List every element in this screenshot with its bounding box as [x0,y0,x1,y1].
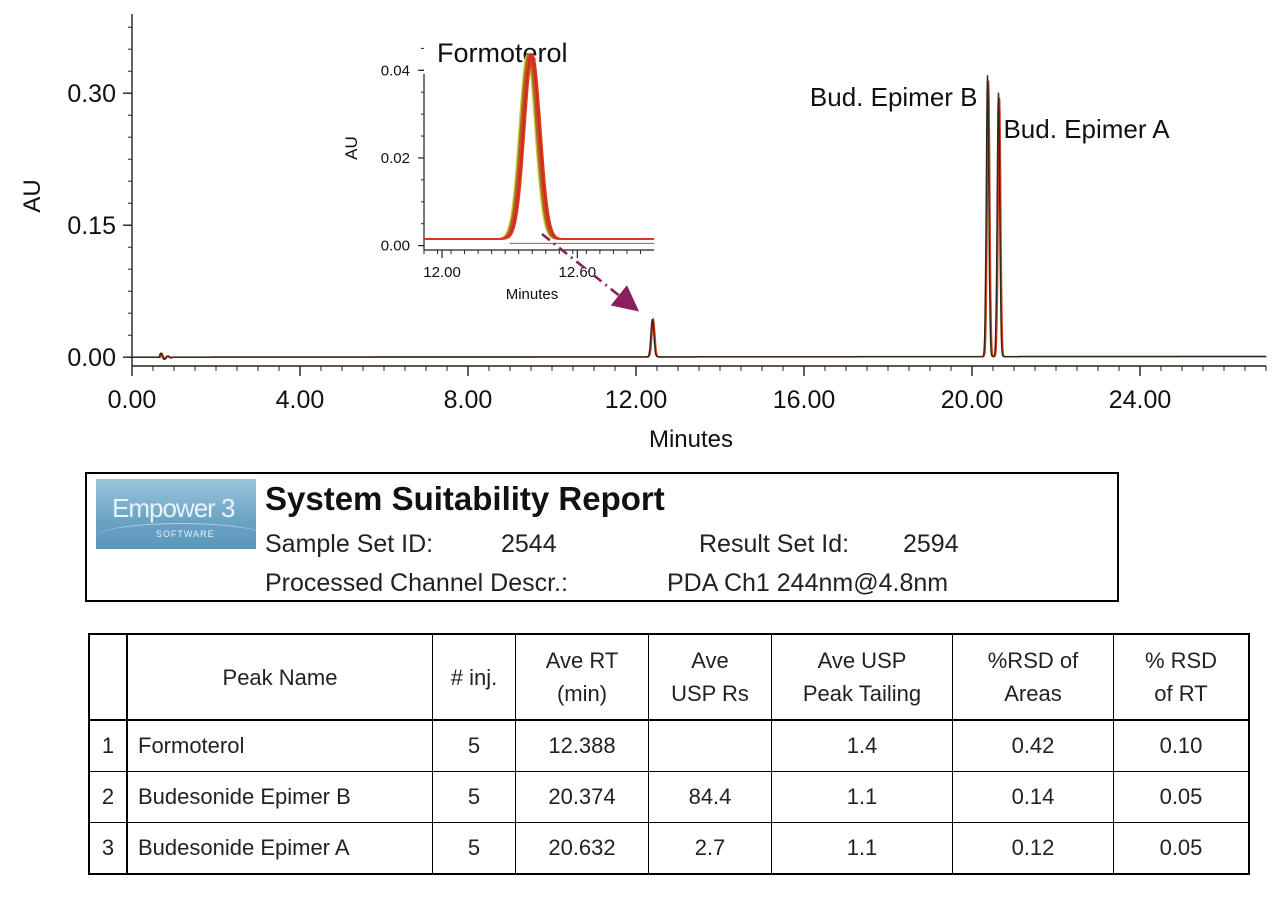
row-index: 2 [88,771,128,823]
inset-x-tick-label: 12.60 [559,264,597,281]
row-index: 1 [88,719,128,772]
inset-y-tick-label: 0.04 [381,62,410,79]
inset-x-tick-label: 12.00 [423,264,461,281]
inset-title: Formoterol [437,38,568,68]
row-index: 3 [88,822,128,875]
x-tick-label: 4.00 [276,386,325,414]
inset-y-tick-label: 0.02 [381,150,410,167]
results-table: Peak Name # inj. Ave RT (min) Ave USP Rs A… [88,633,1250,875]
row-tailing: 1.1 [771,822,953,875]
x-tick-label: 24.00 [1109,386,1172,414]
header-ave-usp-rs: Ave USP Rs [648,633,772,721]
inset-y-axis-title: AU [342,136,361,160]
row-tailing: 1.4 [771,719,953,772]
inset-injection-trace [424,54,654,240]
y-tick-label: 0.00 [67,344,116,372]
x-tick-label: 16.00 [773,386,836,414]
row-injections: 5 [432,771,516,823]
header-rsd-areas: %RSD of Areas [952,633,1114,721]
x-tick-label: 0.00 [108,386,157,414]
y-axis-title: AU [19,179,46,212]
x-axis-title: Minutes [649,426,733,453]
inset-y-tick-label: 0.00 [381,238,410,255]
table-row: 2 Budesonide Epimer B 5 20.374 84.4 1.1 … [88,771,1250,823]
row-ave-rt: 20.632 [515,822,649,875]
inset-x-axis-title: Minutes [506,286,559,303]
sample-set-value: 2544 [501,530,557,558]
row-rsd-areas: 0.12 [952,822,1114,875]
row-rsd-rt: 0.05 [1113,822,1250,875]
result-set-label: Result Set Id: [699,530,850,558]
header-rsd-rt: % RSD of RT [1113,633,1250,721]
table-row: 3 Budesonide Epimer A 5 20.632 2.7 1.1 0… [88,822,1250,875]
row-peak-name: Formoterol [126,719,433,772]
x-tick-label: 12.00 [605,386,668,414]
y-tick-label: 0.30 [67,80,116,108]
header-peak-name: Peak Name [126,633,433,721]
y-tick-label: 0.15 [67,212,116,240]
system-suitability-header: Empower 3 SOFTWARE System Suitability Re… [85,472,1119,602]
channel-label: Processed Channel Descr.: [265,569,568,597]
x-tick-label: 20.00 [941,386,1004,414]
table-header-row: Peak Name # inj. Ave RT (min) Ave USP Rs A… [88,633,1250,721]
row-rsd-rt: 0.05 [1113,771,1250,823]
row-rsd-areas: 0.42 [952,719,1114,772]
logo-swoosh [96,523,256,549]
report-title: System Suitability Report [265,480,665,517]
logo-subtext: SOFTWARE [156,529,215,539]
header-ave-rt: Ave RT (min) [515,633,649,721]
zoom-arrow [541,232,640,312]
header-peak-tailing: Ave USP Peak Tailing [771,633,953,721]
chromatogram-trace [132,75,1266,361]
row-usp-rs: 2.7 [648,822,772,875]
channel-value: PDA Ch1 244nm@4.8nm [667,569,949,597]
sample-set-label: Sample Set ID: [265,530,434,558]
header-injections: # inj. [432,633,516,721]
peak-label-epimer-b: Bud. Epimer B [810,82,978,112]
row-peak-name: Budesonide Epimer B [126,771,433,823]
row-usp-rs: 84.4 [648,771,772,823]
chromatogram-chart: 0.00 0.15 0.30 AU 0.00 4.00 8.00 12.00 16.00 20.0… [19,14,1267,453]
row-injections: 5 [432,719,516,772]
row-rsd-areas: 0.14 [952,771,1114,823]
row-peak-name: Budesonide Epimer A [126,822,433,875]
header-index [88,633,128,721]
row-ave-rt: 12.388 [515,719,649,772]
table-row: 1 Formoterol 5 12.388 1.4 0.42 0.10 [88,719,1250,772]
row-rsd-rt: 0.10 [1113,719,1250,772]
row-ave-rt: 20.374 [515,771,649,823]
x-tick-label: 8.00 [444,386,493,414]
row-tailing: 1.1 [771,771,953,823]
peak-label-epimer-a: Bud. Epimer A [1003,114,1170,144]
empower-logo: Empower 3 SOFTWARE [96,479,256,549]
row-usp-rs [648,719,772,772]
result-set-value: 2594 [903,530,959,558]
row-injections: 5 [432,822,516,875]
logo-text: Empower 3 [112,493,235,523]
